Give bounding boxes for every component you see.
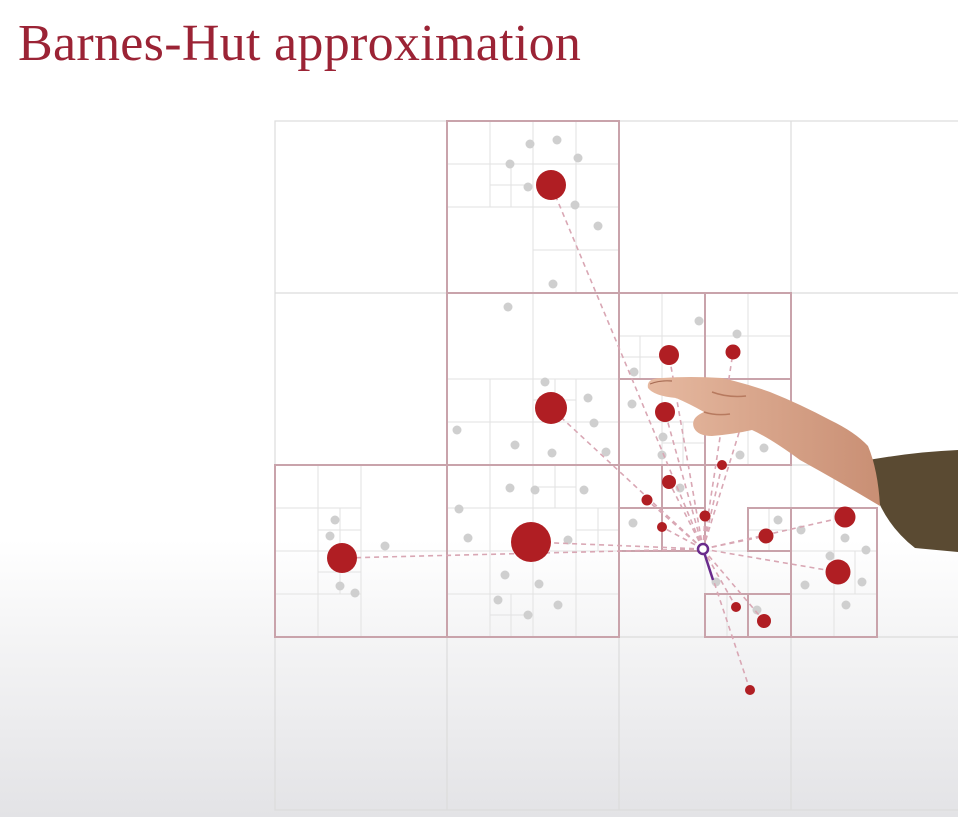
mass-node — [725, 344, 741, 360]
mass-node-middle — [535, 392, 567, 424]
slide-title: Barnes-Hut approximation — [18, 15, 582, 72]
mass-node — [757, 614, 771, 628]
mass-node — [731, 602, 741, 612]
mass-node — [659, 345, 679, 365]
presenter-hand — [647, 377, 958, 552]
target-point — [696, 542, 715, 581]
mass-node — [657, 522, 667, 532]
mass-node — [745, 685, 755, 695]
mass-node-center-bottom — [511, 522, 551, 562]
mass-node — [825, 559, 851, 585]
mass-node — [717, 460, 727, 470]
mass-node — [641, 494, 653, 506]
mass-node-left — [327, 543, 357, 573]
mass-node — [699, 510, 711, 522]
mass-node — [758, 528, 774, 544]
mass-node-top — [536, 170, 566, 200]
mass-node — [655, 402, 675, 422]
mass-node — [834, 506, 856, 528]
background-points — [325, 135, 871, 620]
centers-of-mass — [327, 170, 856, 695]
mass-node — [662, 475, 676, 489]
